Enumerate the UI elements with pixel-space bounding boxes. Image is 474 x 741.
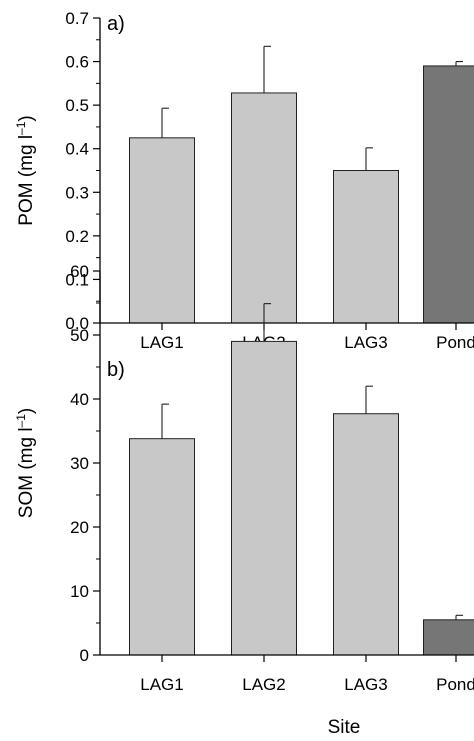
bar-lag1	[129, 137, 195, 324]
error-bar-lag3	[365, 385, 373, 414]
y-tick-label: 20	[70, 518, 89, 537]
y-axis-title: POM (mg l–1)	[14, 115, 37, 225]
panel-label: a)	[107, 13, 125, 35]
y-tick-label: 30	[70, 454, 89, 473]
y-tick-label: 0	[80, 646, 89, 665]
error-bar-pond	[455, 61, 463, 66]
x-tick-label-pond: Pond	[436, 333, 474, 352]
bar-lag2	[231, 340, 297, 656]
bar-lag3	[333, 170, 399, 324]
bar-pond	[423, 619, 474, 656]
y-tick-label: 0.2	[65, 227, 89, 246]
error-bar-lag2	[263, 303, 271, 342]
error-bar-lag1	[161, 403, 169, 439]
x-tick-label-lag1: LAG1	[140, 333, 183, 352]
x-tick-label-lag3: LAG3	[344, 333, 387, 352]
y-tick-label: 10	[70, 582, 89, 601]
chart-panel-1: 0.00.10.20.30.40.50.60.7LAG1LAG2LAG3Pond…	[14, 9, 474, 352]
y-tick-label: 0.5	[65, 96, 89, 115]
bar-lag2	[231, 92, 297, 324]
bar-pond	[423, 65, 474, 324]
x-tick-label-lag3: LAG3	[344, 675, 387, 694]
panel-label: b)	[107, 359, 125, 381]
error-bar-pond	[455, 614, 463, 620]
bar-lag3	[333, 413, 399, 656]
error-bar-lag1	[161, 107, 169, 138]
y-tick-label: 0.4	[65, 140, 89, 159]
y-tick-label: 0.6	[65, 53, 89, 72]
error-bar-lag3	[365, 147, 373, 171]
x-tick-label-lag2: LAG2	[242, 675, 285, 694]
y-tick-label: 0.7	[65, 9, 89, 28]
x-axis-title: Site	[328, 717, 361, 738]
x-tick-label-lag1: LAG1	[140, 675, 183, 694]
y-tick-label: 0.3	[65, 183, 89, 202]
x-tick-label-pond: Pond	[436, 675, 474, 694]
y-tick-label: 40	[70, 390, 89, 409]
y-tick-label: 0.1	[65, 270, 89, 289]
bar-lag1	[129, 438, 195, 656]
error-bar-lag2	[263, 45, 271, 93]
y-tick-label: 50	[70, 326, 89, 345]
y-axis-title: SOM (mg l–1)	[14, 408, 37, 518]
y-tick-label: 0.0	[65, 314, 89, 333]
y-tick-label: 60	[70, 262, 89, 281]
chart-panel-2: 0 10 20 30 40 50 60 LAG1 LAG2 LAG3 Pond SOM (mg l–1…	[14, 262, 474, 738]
